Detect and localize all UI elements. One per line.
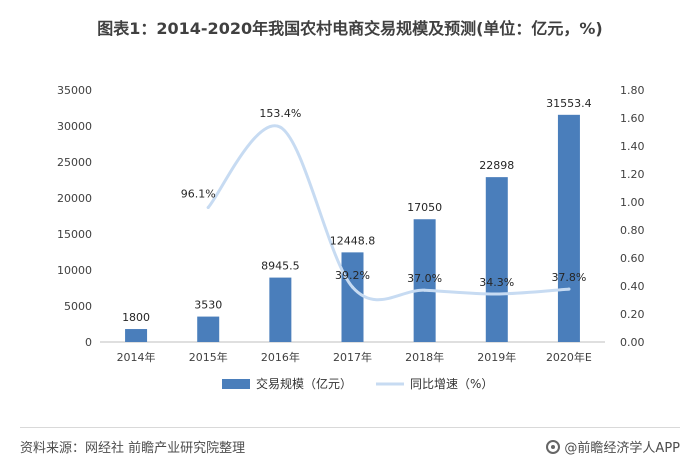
- brand-text: @前瞻经济学人APP: [564, 441, 680, 456]
- growth-value-label: 37.8%: [551, 271, 586, 284]
- growth-point: [495, 292, 499, 296]
- growth-point: [351, 285, 354, 289]
- source-note: 资料来源：网经社 前瞻产业研究院整理: [20, 441, 246, 456]
- x-tick-label: 2017年: [333, 350, 372, 364]
- y-left-tick-label: 20000: [57, 192, 92, 205]
- growth-value-label: 39.2%: [335, 269, 370, 282]
- y-right-tick-label: 0.20: [620, 308, 645, 321]
- bar: [557, 114, 580, 342]
- bar: [125, 329, 148, 342]
- growth-line: [206, 124, 571, 302]
- x-tick-label: 2016年: [261, 350, 300, 364]
- legend-label-line: 同比增速（%）: [410, 377, 493, 391]
- growth-value-label: 153.4%: [259, 107, 301, 120]
- brand-logo-icon: [546, 439, 561, 454]
- y-right-tick-label: 1.60: [620, 112, 645, 125]
- y-right-tick-label: 1.40: [620, 140, 645, 153]
- y-right-tick-label: 0.00: [620, 336, 645, 349]
- chart-title: 图表1：2014-2020年我国农村电商交易规模及预测(单位：亿元，%): [97, 19, 603, 38]
- legend-label-bar: 交易规模（亿元）: [256, 376, 352, 391]
- bar: [341, 252, 364, 342]
- growth-point: [278, 125, 282, 129]
- bar: [413, 219, 436, 342]
- y-right-tick-label: 0.40: [620, 280, 645, 293]
- bar-series: [125, 114, 580, 342]
- bar-value-label: 3530: [194, 299, 222, 312]
- x-tick-label: 2019年: [477, 350, 516, 364]
- x-tick-label: 2018年: [405, 350, 444, 364]
- growth-value-label: 96.1%: [181, 187, 216, 200]
- growth-point: [206, 205, 210, 209]
- bar-value-label: 12448.8: [330, 234, 376, 247]
- axes: 0 5000 10000 15000 20000 25000 30000 35000 0.00 0…: [57, 84, 645, 364]
- bar: [197, 316, 220, 342]
- x-tick-label: 2015年: [189, 350, 228, 364]
- footer-divider: [20, 427, 680, 428]
- brand-credit: @前瞻经济学人APP: [546, 437, 680, 456]
- bar-value-label: 31553.4: [546, 97, 592, 110]
- x-tick-label: 2020年E: [546, 350, 592, 364]
- chart: 0 5000 10000 15000 20000 25000 30000 35000 0.00 0…: [57, 84, 645, 391]
- y-left-tick-label: 0: [85, 336, 92, 349]
- growth-point: [567, 287, 571, 291]
- y-left-tick-label: 25000: [57, 156, 92, 169]
- growth-value-label: 37.0%: [407, 272, 442, 285]
- y-left-tick-label: 10000: [57, 264, 92, 277]
- bar-value-label: 22898: [479, 159, 514, 172]
- legend-swatch-bar: [222, 379, 250, 389]
- bar-value-label: 17050: [407, 201, 442, 214]
- bar: [269, 277, 292, 342]
- bar-value-label: 8945.5: [261, 260, 300, 273]
- y-right-tick-label: 1.20: [620, 168, 645, 181]
- legend: 交易规模（亿元） 同比增速（%）: [222, 376, 493, 391]
- x-tick-label: 2014年: [117, 350, 156, 364]
- y-right-tick-label: 1.80: [620, 84, 645, 97]
- y-left-tick-label: 5000: [64, 300, 92, 313]
- growth-value-label: 34.3%: [479, 276, 514, 289]
- bar: [485, 177, 508, 342]
- y-left-tick-label: 35000: [57, 84, 92, 97]
- data-labels: 1800 3530 8945.5 12448.8 17050 22898 31553.4 96…: [122, 97, 592, 324]
- y-right-tick-label: 0.80: [620, 224, 645, 237]
- y-left-tick-label: 30000: [57, 120, 92, 133]
- y-right-tick-label: 0.60: [620, 252, 645, 265]
- growth-point: [423, 288, 427, 292]
- bar-value-label: 1800: [122, 311, 150, 324]
- y-right-tick-label: 1.00: [620, 196, 645, 209]
- y-left-tick-label: 15000: [57, 228, 92, 241]
- line-series: [206, 124, 571, 302]
